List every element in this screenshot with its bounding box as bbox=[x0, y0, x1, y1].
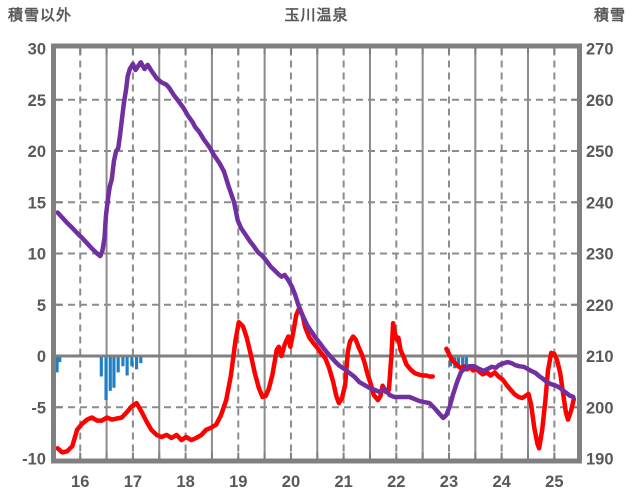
left-axis-title: 積雪以外 bbox=[8, 7, 73, 24]
axis-ticks bbox=[56, 48, 577, 459]
snowfall-blue-bars bbox=[55, 356, 468, 401]
svg-text:200: 200 bbox=[586, 399, 614, 417]
svg-text:260: 260 bbox=[586, 92, 614, 110]
svg-text:0: 0 bbox=[37, 348, 46, 366]
svg-text:10: 10 bbox=[28, 246, 46, 264]
right-axis-tick-labels: 270 260 250 240 230 220 210 200 190 bbox=[586, 41, 614, 469]
svg-text:15: 15 bbox=[28, 194, 46, 212]
chart-title: 玉川温泉 bbox=[284, 7, 349, 24]
svg-text:190: 190 bbox=[586, 451, 614, 469]
svg-text:250: 250 bbox=[586, 143, 614, 161]
svg-text:25: 25 bbox=[545, 473, 563, 491]
svg-text:-10: -10 bbox=[22, 451, 46, 469]
svg-text:19: 19 bbox=[229, 473, 247, 491]
svg-text:-5: -5 bbox=[31, 399, 46, 417]
svg-text:23: 23 bbox=[440, 473, 458, 491]
svg-text:22: 22 bbox=[387, 473, 405, 491]
svg-text:21: 21 bbox=[334, 473, 352, 491]
temperature-red-line bbox=[55, 305, 577, 455]
svg-text:5: 5 bbox=[37, 297, 46, 315]
svg-text:270: 270 bbox=[586, 41, 614, 59]
plot-border bbox=[51, 43, 582, 464]
svg-text:20: 20 bbox=[28, 143, 46, 161]
right-axis-title: 積雪 bbox=[593, 7, 626, 24]
svg-text:30: 30 bbox=[28, 41, 46, 59]
svg-text:25: 25 bbox=[28, 92, 46, 110]
x-axis-tick-labels: 16 17 18 19 20 21 22 23 24 25 bbox=[71, 473, 563, 491]
snow-depth-purple-line bbox=[55, 60, 576, 421]
svg-text:210: 210 bbox=[586, 348, 614, 366]
svg-text:240: 240 bbox=[586, 194, 614, 212]
svg-text:24: 24 bbox=[492, 473, 511, 491]
gridlines bbox=[56, 48, 577, 459]
svg-text:16: 16 bbox=[71, 473, 89, 491]
svg-text:18: 18 bbox=[176, 473, 194, 491]
left-axis-tick-labels: 30 25 20 15 10 5 0 -5 -10 bbox=[22, 41, 46, 469]
svg-text:220: 220 bbox=[586, 297, 614, 315]
svg-text:17: 17 bbox=[124, 473, 142, 491]
svg-text:20: 20 bbox=[282, 473, 300, 491]
svg-text:230: 230 bbox=[586, 246, 614, 264]
